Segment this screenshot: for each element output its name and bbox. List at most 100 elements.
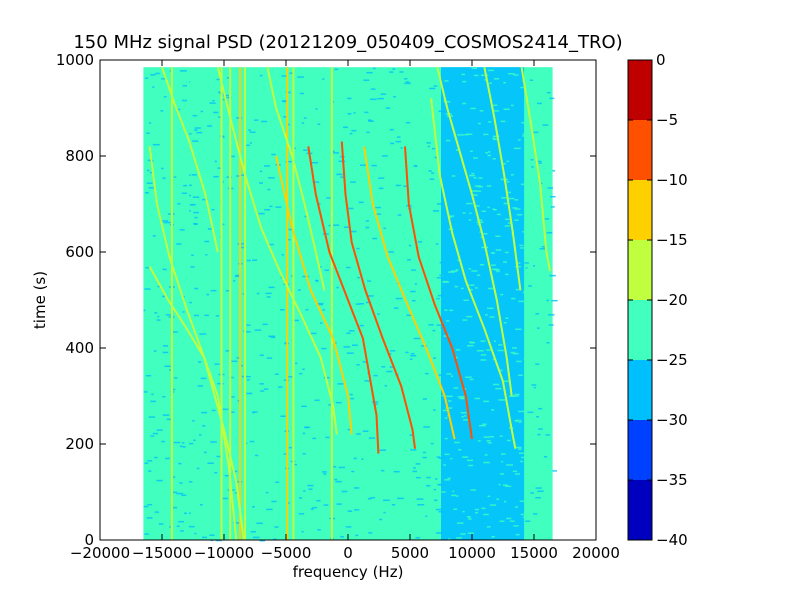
heatmap-cell <box>433 499 438 502</box>
heatmap-cell <box>505 317 509 319</box>
heatmap-cell <box>480 359 487 361</box>
heatmap-cell <box>196 467 200 470</box>
heatmap-cell <box>479 263 485 266</box>
heatmap-cell <box>460 411 467 414</box>
heatmap-cell <box>409 434 414 436</box>
heatmap-cell <box>197 385 203 387</box>
heatmap-cell <box>365 226 370 229</box>
heatmap-cell <box>491 264 496 266</box>
heatmap-cell <box>203 451 207 454</box>
heatmap-cell <box>469 378 474 381</box>
heatmap-cell <box>473 177 477 179</box>
heatmap-cell <box>187 174 191 176</box>
y-axis-title: time (s) <box>31 271 49 329</box>
heatmap-cell <box>217 167 223 169</box>
heatmap-cell <box>461 416 464 418</box>
heatmap-cell <box>535 487 542 489</box>
heatmap-cell <box>549 195 556 198</box>
heatmap-cell <box>547 314 555 316</box>
heatmap-cell <box>461 73 466 76</box>
heatmap-cell <box>166 418 172 421</box>
heatmap-cell <box>310 508 314 510</box>
heatmap-cell <box>322 471 327 473</box>
heatmap-cell <box>246 375 251 378</box>
heatmap-cell <box>445 407 453 409</box>
heatmap-cell <box>507 439 511 442</box>
heatmap-cell <box>326 197 333 199</box>
heatmap-cell <box>162 268 167 271</box>
heatmap-cell <box>303 490 306 492</box>
heatmap-cell <box>511 297 516 300</box>
heatmap-cell <box>390 142 395 145</box>
heatmap-cell <box>179 482 183 484</box>
heatmap-cell <box>299 92 304 95</box>
heatmap-cell <box>325 436 330 439</box>
heatmap-cell <box>178 462 182 465</box>
heatmap-cell <box>429 87 436 90</box>
heatmap-cell <box>477 122 481 125</box>
heatmap-cell <box>510 174 514 176</box>
heatmap-cell <box>518 421 522 423</box>
heatmap-cell <box>483 436 490 438</box>
heatmap-cell <box>507 191 512 194</box>
heatmap-cell <box>423 426 430 428</box>
heatmap-cell <box>305 308 309 311</box>
heatmap-cell <box>161 440 165 443</box>
heatmap-cell <box>308 488 313 490</box>
heatmap-cell <box>292 319 300 322</box>
heatmap-cell <box>536 327 540 329</box>
heatmap-cell <box>156 319 161 321</box>
heatmap-cell <box>485 152 489 154</box>
heatmap-cell <box>143 309 146 312</box>
heatmap-cell <box>506 180 510 183</box>
heatmap-cell <box>211 208 215 211</box>
heatmap-cell <box>364 380 372 382</box>
heatmap-cell <box>463 299 469 301</box>
heatmap-cell <box>373 374 378 377</box>
heatmap-cell <box>359 164 367 166</box>
heatmap-cell <box>389 71 394 73</box>
heatmap-cell <box>521 121 526 124</box>
heatmap-cell <box>222 497 228 500</box>
heatmap-cell <box>292 463 298 466</box>
heatmap-cell <box>468 464 474 467</box>
heatmap-cell <box>192 420 195 422</box>
heatmap-cell <box>500 120 506 123</box>
heatmap-cell <box>491 409 495 411</box>
heatmap-cell <box>150 435 155 437</box>
heatmap-cell <box>332 150 335 153</box>
heatmap-cell <box>460 397 465 400</box>
heatmap-cell <box>288 228 295 231</box>
heatmap-cell <box>503 108 510 110</box>
heatmap-cell <box>438 483 445 486</box>
heatmap-cell <box>432 210 440 212</box>
heatmap-cell <box>506 160 509 163</box>
heatmap-cell <box>332 224 340 226</box>
heatmap-cell <box>514 420 519 422</box>
heatmap-cell <box>546 231 553 234</box>
heatmap-cell <box>199 503 203 506</box>
heatmap-cell <box>347 97 352 100</box>
heatmap-cell <box>244 324 251 326</box>
heatmap-cell <box>447 477 451 480</box>
heatmap-cell <box>226 77 232 79</box>
heatmap-cell <box>518 374 523 377</box>
heatmap-cell <box>349 393 353 396</box>
heatmap-cell <box>484 79 488 81</box>
heatmap-cell <box>436 297 440 300</box>
heatmap-cell <box>533 386 536 389</box>
x-tick-label: 10000 <box>448 544 496 562</box>
heatmap-cell <box>217 91 222 94</box>
heatmap-cell <box>179 229 185 231</box>
heatmap-cell <box>446 395 453 398</box>
heatmap-cell <box>207 228 212 230</box>
heatmap-cell <box>319 322 323 324</box>
heatmap-cell <box>482 233 488 235</box>
heatmap-cell <box>169 369 172 371</box>
heatmap-cell <box>353 487 360 489</box>
heatmap-cell <box>457 396 465 398</box>
heatmap-cell <box>496 213 501 216</box>
heatmap-cell <box>252 259 258 261</box>
heatmap-cell <box>464 133 469 136</box>
heatmap-cell <box>161 78 167 80</box>
